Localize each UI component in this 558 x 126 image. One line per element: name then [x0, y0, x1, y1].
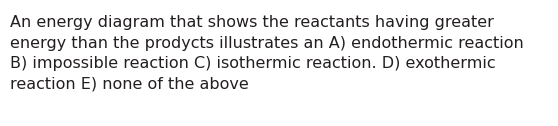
Text: An energy diagram that shows the reactants having greater
energy than the prodyc: An energy diagram that shows the reactan… — [10, 15, 524, 91]
